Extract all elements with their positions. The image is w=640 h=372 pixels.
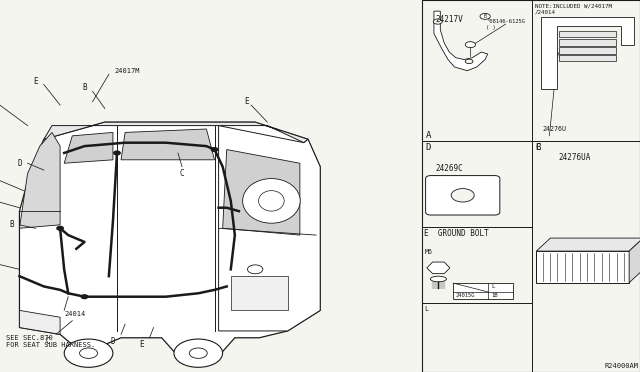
Ellipse shape (243, 179, 300, 223)
Circle shape (174, 339, 223, 367)
Circle shape (211, 148, 218, 151)
Text: 24276U: 24276U (543, 126, 567, 132)
Text: 24015G: 24015G (455, 293, 474, 298)
Circle shape (451, 189, 474, 202)
Bar (422, 0, 640, 372)
Text: B: B (9, 220, 13, 229)
Text: E  GROUND BOLT: E GROUND BOLT (424, 229, 489, 238)
Text: B: B (484, 14, 486, 19)
Text: E: E (244, 97, 250, 106)
FancyBboxPatch shape (559, 39, 616, 46)
Polygon shape (223, 150, 300, 235)
Text: D: D (17, 159, 22, 168)
Text: 24017M: 24017M (115, 68, 140, 74)
Circle shape (189, 348, 207, 358)
Text: 24217V: 24217V (435, 15, 463, 24)
Polygon shape (629, 238, 640, 283)
Polygon shape (44, 122, 308, 143)
Text: E: E (139, 340, 144, 349)
Circle shape (465, 59, 473, 64)
Text: L: L (424, 306, 428, 312)
Circle shape (81, 295, 88, 299)
FancyBboxPatch shape (559, 31, 616, 37)
Polygon shape (64, 132, 113, 163)
Text: 24276UA: 24276UA (558, 153, 591, 161)
Circle shape (248, 265, 263, 274)
Text: E: E (33, 77, 38, 86)
Polygon shape (541, 17, 634, 89)
Text: C: C (180, 169, 184, 178)
FancyBboxPatch shape (426, 176, 500, 215)
Text: C: C (536, 143, 541, 152)
Text: C: C (45, 337, 50, 346)
Text: D: D (111, 337, 115, 346)
Text: 1B: 1B (491, 293, 497, 298)
Text: R24000AM: R24000AM (604, 363, 638, 369)
Text: 24269C: 24269C (435, 164, 463, 173)
Ellipse shape (431, 276, 447, 282)
Circle shape (114, 151, 120, 155)
Circle shape (433, 19, 442, 24)
Text: M6: M6 (424, 249, 433, 255)
Bar (231, 276, 287, 310)
Text: 24014: 24014 (64, 311, 85, 317)
Text: B: B (536, 143, 541, 152)
Circle shape (480, 13, 490, 19)
Circle shape (465, 42, 476, 48)
FancyBboxPatch shape (559, 47, 616, 54)
Polygon shape (19, 310, 60, 334)
Bar (453, 283, 513, 299)
Text: D: D (426, 143, 431, 152)
Text: L: L (491, 284, 494, 289)
Bar (536, 251, 629, 283)
FancyBboxPatch shape (559, 55, 616, 61)
Text: SEE SEC.870
FOR SEAT SUB HARNESS.: SEE SEC.870 FOR SEAT SUB HARNESS. (6, 335, 95, 348)
Text: A: A (426, 131, 431, 140)
Circle shape (57, 227, 63, 230)
Polygon shape (121, 129, 214, 160)
Polygon shape (19, 122, 320, 358)
Text: B: B (82, 83, 87, 92)
Circle shape (64, 339, 113, 367)
Text: ³08146-6125G
( ): ³08146-6125G ( ) (486, 19, 525, 30)
Ellipse shape (259, 190, 284, 211)
Polygon shape (536, 238, 640, 251)
Text: NOTE:INCLUDED W/24017M
/24014: NOTE:INCLUDED W/24017M /24014 (535, 4, 612, 15)
Polygon shape (219, 126, 320, 331)
Polygon shape (434, 11, 488, 71)
Circle shape (79, 348, 97, 358)
Polygon shape (19, 132, 60, 228)
